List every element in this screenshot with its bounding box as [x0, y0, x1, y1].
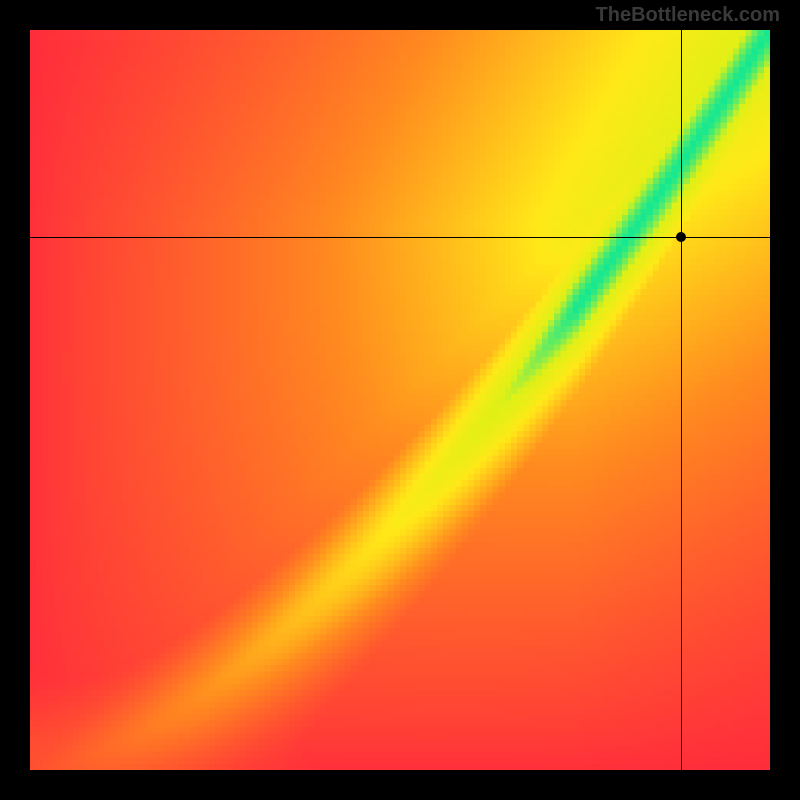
crosshair-horizontal — [30, 237, 770, 238]
crosshair-vertical — [681, 30, 682, 770]
heatmap-canvas — [30, 30, 770, 770]
marker-dot — [676, 232, 686, 242]
watermark-text: TheBottleneck.com — [596, 4, 780, 27]
heatmap-plot — [30, 30, 770, 770]
